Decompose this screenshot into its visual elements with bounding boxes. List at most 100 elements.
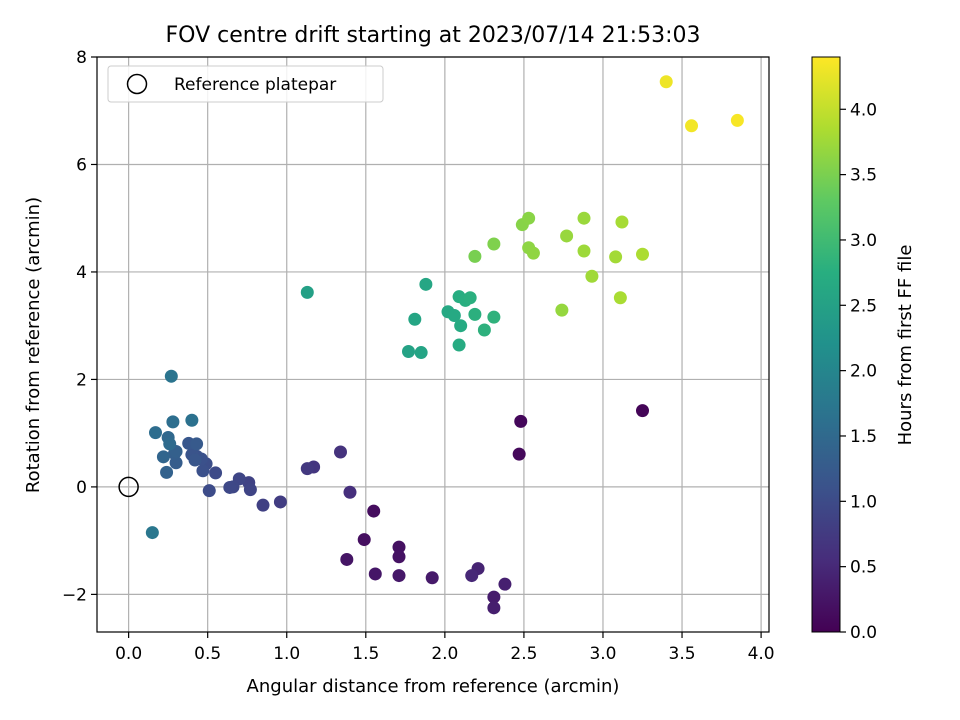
x-axis-label: Angular distance from reference (arcmin) <box>247 676 620 697</box>
plot-frame <box>96 56 770 633</box>
legend-reference-marker <box>126 73 148 95</box>
grid-lines <box>97 56 769 632</box>
data-point <box>408 312 422 326</box>
legend: Reference platepar <box>107 65 384 103</box>
data-point <box>149 426 163 440</box>
colorbar-tick-label: 3.0 <box>850 231 877 251</box>
data-point <box>465 569 479 583</box>
x-tick-label: 1.0 <box>273 644 300 664</box>
colorbar-ticks: 0.0 0.5 1.0 1.5 2.0 2.5 3.0 3.5 4.0 <box>840 100 877 643</box>
x-tick-label: 4.0 <box>748 644 775 664</box>
y-tick-label: 6 <box>76 155 87 175</box>
y-tick-label: −2 <box>62 585 87 605</box>
y-tick-label: 0 <box>76 478 87 498</box>
data-point <box>209 466 223 480</box>
data-point <box>514 414 528 428</box>
x-tick-label: 2.5 <box>510 644 537 664</box>
data-point <box>188 453 202 467</box>
data-point <box>166 415 180 429</box>
colorbar-tick-label: 2.0 <box>850 362 877 382</box>
chart-title: FOV centre drift starting at 2023/07/14 … <box>166 23 701 48</box>
data-point <box>419 277 433 291</box>
colorbar-tick-label: 0.5 <box>850 558 877 578</box>
x-tick-label: 0.5 <box>194 644 221 664</box>
x-tick-label: 3.0 <box>589 644 616 664</box>
data-point <box>185 413 199 427</box>
colorbar-tick-label: 2.5 <box>850 296 877 316</box>
data-point <box>401 344 415 358</box>
reference-platepar-marker <box>118 476 139 498</box>
data-point <box>498 577 512 591</box>
data-point <box>613 291 627 305</box>
y-tick-label: 4 <box>76 263 87 283</box>
data-point <box>273 495 287 509</box>
data-point <box>477 323 491 337</box>
colorbar-tick-label: 0.0 <box>850 623 877 643</box>
data-point <box>468 307 482 321</box>
data-point <box>468 249 482 263</box>
data-point <box>367 504 381 518</box>
data-point <box>223 480 237 494</box>
data-point <box>163 437 177 451</box>
x-tick-label: 2.0 <box>431 644 458 664</box>
data-point <box>340 552 354 566</box>
data-points <box>118 75 744 615</box>
data-point <box>368 567 382 581</box>
y-axis-ticks: −2 0 2 4 6 8 <box>62 48 97 605</box>
data-point <box>414 346 428 360</box>
data-point <box>447 308 461 322</box>
y-tick-label: 8 <box>76 48 87 68</box>
colorbar-label: Hours from first FF file <box>895 245 916 446</box>
data-point <box>392 540 406 554</box>
data-point <box>609 250 623 264</box>
data-point <box>156 450 170 464</box>
legend-entry-label: Reference platepar <box>174 75 336 95</box>
data-point <box>256 498 270 512</box>
data-point <box>463 291 477 305</box>
data-point <box>685 119 699 133</box>
data-point <box>425 571 439 585</box>
x-tick-label: 1.5 <box>352 644 379 664</box>
data-point <box>392 569 406 583</box>
data-point <box>659 75 673 89</box>
x-tick-label: 0.0 <box>115 644 142 664</box>
data-point <box>243 483 257 497</box>
colorbar-tick-label: 1.0 <box>850 492 877 512</box>
data-point <box>487 237 501 251</box>
colorbar-gradient <box>811 56 841 633</box>
y-axis-label: Rotation from reference (arcmin) <box>23 197 44 493</box>
data-point <box>636 404 650 418</box>
data-point <box>555 303 569 317</box>
x-axis-ticks: 0.0 0.5 1.0 1.5 2.0 2.5 3.0 3.5 4.0 <box>115 632 775 664</box>
data-point <box>577 211 591 225</box>
colorbar: 0.0 0.5 1.0 1.5 2.0 2.5 3.0 3.5 4.0 Hours from f… <box>811 56 916 643</box>
data-point <box>487 310 501 324</box>
data-point <box>392 550 406 564</box>
data-point <box>522 211 536 225</box>
data-point <box>585 269 599 283</box>
data-point <box>196 464 210 478</box>
data-point <box>190 437 204 451</box>
colorbar-tick-label: 3.5 <box>850 166 877 186</box>
colorbar-tick-label: 1.5 <box>850 427 877 447</box>
legend-box <box>107 65 384 103</box>
y-tick-label: 2 <box>76 370 87 390</box>
data-point <box>160 465 174 479</box>
data-point <box>636 247 650 261</box>
data-point <box>452 338 466 352</box>
data-point <box>526 246 540 260</box>
data-point <box>560 229 574 243</box>
data-point <box>300 462 314 476</box>
data-point <box>577 244 591 258</box>
x-tick-label: 3.5 <box>669 644 696 664</box>
data-point <box>487 590 501 604</box>
data-point <box>334 445 348 459</box>
colorbar-tick-label: 4.0 <box>850 100 877 120</box>
data-point <box>357 533 371 547</box>
data-point <box>202 484 216 498</box>
data-point <box>300 285 314 299</box>
data-point <box>164 369 178 383</box>
data-point <box>615 215 629 229</box>
data-point <box>343 485 357 499</box>
